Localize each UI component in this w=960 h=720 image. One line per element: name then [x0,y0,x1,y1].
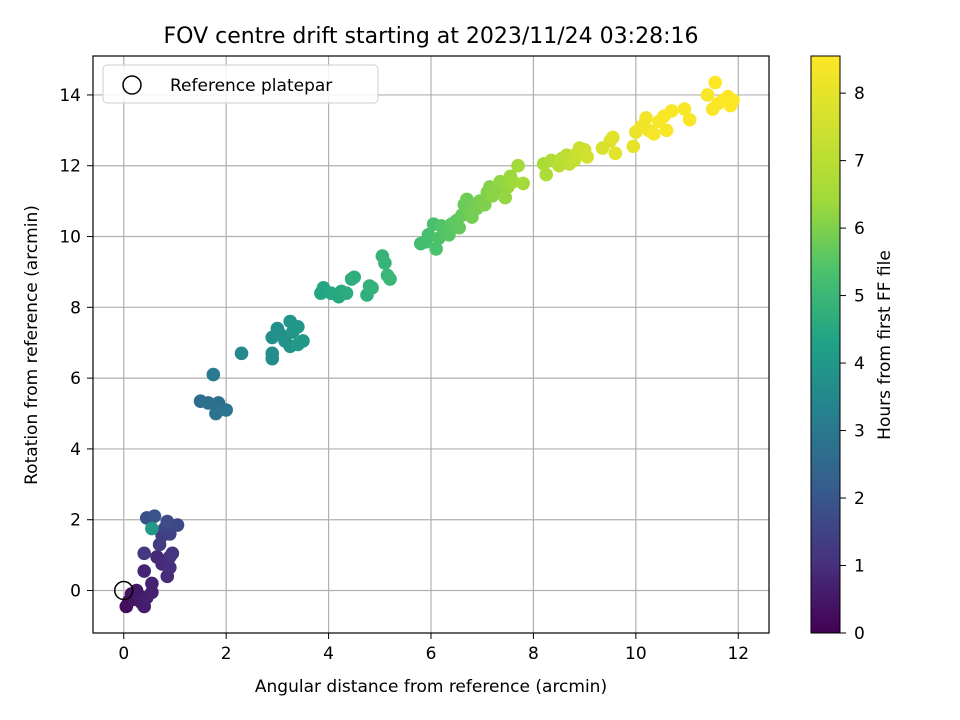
x-tick-label: 10 [625,644,647,664]
y-tick-label: 4 [70,440,81,460]
data-point [608,146,623,161]
data-point [606,130,620,145]
data-point [421,227,436,242]
grid-lines [93,56,769,633]
data-point [209,406,223,421]
data-point [626,139,641,154]
data-point [452,220,466,235]
data-point [165,546,180,561]
data-point [339,286,354,300]
x-tick-label: 4 [323,644,334,664]
legend-label: Reference platepar [170,76,332,96]
y-tick-label: 2 [70,511,81,531]
data-point [137,564,152,578]
data-point [511,158,525,173]
y-axis-label: Rotation from reference (arcmin) [22,205,42,485]
data-point [160,514,175,529]
data-point [145,521,159,536]
colorbar-tick-label: 8 [854,84,865,104]
colorbar-tick-label: 2 [854,489,865,509]
data-point [682,112,697,127]
data-point [145,576,159,591]
colorbar-gradient [810,55,841,634]
colorbar-tick-label: 5 [854,287,865,307]
colorbar-tick-label: 3 [854,422,865,442]
data-point [705,102,720,116]
x-tick-label: 6 [426,644,437,664]
data-point [498,190,513,205]
data-point [460,192,474,207]
data-point [429,242,443,256]
data-point [646,127,661,141]
y-tick-label: 12 [59,157,81,177]
x-tick-label: 8 [528,644,539,664]
data-point [291,337,305,352]
y-tick-label: 8 [70,298,81,318]
data-point [147,509,162,523]
data-point [659,123,674,138]
data-point [477,197,492,212]
colorbar-tick-label: 6 [854,219,865,239]
data-point [708,75,723,90]
x-axis-ticks: 0 2 4 6 8 10 12 [118,633,749,664]
x-tick-label: 2 [221,644,232,664]
data-point [234,346,249,361]
data-point [506,174,520,189]
colorbar-tick-label: 7 [854,152,865,172]
y-tick-label: 10 [59,228,81,248]
data-point [700,88,715,102]
colorbar-label: Hours from first FF file [875,250,895,440]
colorbar-tick-label: 0 [854,624,865,644]
data-point [347,270,361,285]
colorbar: 0 1 2 3 4 5 6 7 8 Hours from first FF file [810,55,895,644]
data-point [383,272,397,286]
x-tick-label: 12 [727,644,749,664]
colorbar-tick-label: 1 [854,557,865,577]
legend: Reference platepar [102,64,379,104]
data-point [137,546,152,561]
data-point [291,320,305,334]
y-axis-ticks: 0 2 4 6 8 10 12 14 [59,86,93,602]
data-point [219,403,233,417]
data-point [201,396,216,410]
data-point [365,281,379,295]
data-point [442,227,456,242]
colorbar-tick-label: 4 [854,354,865,374]
data-point [539,167,554,182]
data-point [378,256,392,270]
data-point [206,367,221,382]
data-point [664,104,679,118]
data-point [677,102,692,116]
y-tick-label: 0 [70,582,81,602]
data-point [516,176,530,191]
reference-platepar-marker [113,580,134,601]
legend-box [102,64,379,104]
colorbar-ticks: 0 1 2 3 4 5 6 7 8 [840,84,865,644]
data-point [580,150,594,164]
legend-marker-icon [122,75,142,95]
data-point [170,518,185,532]
chart-title: FOV centre drift starting at 2023/11/24 … [164,24,699,49]
data-point [265,346,280,361]
data-point [639,111,653,125]
x-tick-label: 0 [118,644,129,664]
y-tick-label: 14 [59,86,81,106]
data-points [119,75,740,614]
y-tick-label: 6 [70,369,81,389]
x-axis-label: Angular distance from reference (arcmin) [255,677,607,697]
data-point [163,560,177,575]
data-point [726,93,740,108]
